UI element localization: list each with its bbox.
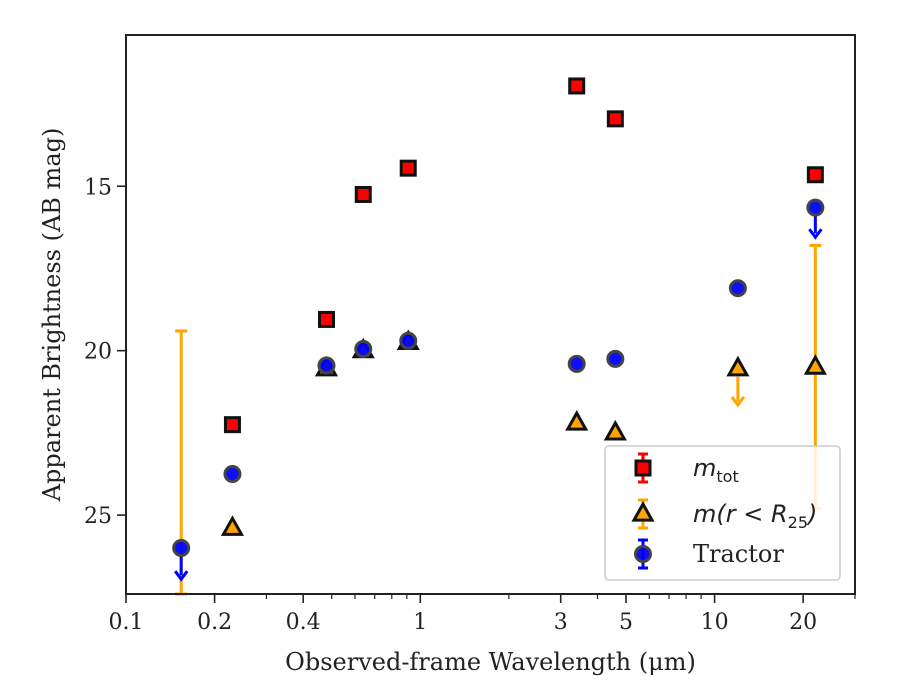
data-point-triangle (631, 501, 655, 522)
data-point-circle (728, 279, 747, 298)
data-point-circle (354, 340, 373, 359)
data-point-square (223, 416, 241, 434)
data-point-circle (317, 356, 336, 375)
data-point-circle (567, 354, 586, 373)
data-point-square (806, 166, 824, 184)
y-axis-label: Apparent Brightness (AB mag) (38, 128, 66, 503)
data-point-triangle (603, 419, 627, 441)
x-tick-label: 0.2 (197, 610, 232, 635)
plot-marks (172, 77, 827, 596)
data-point-square (568, 77, 586, 95)
upper-limit-arrow-head (173, 570, 189, 582)
y-tick-label: 20 (84, 340, 112, 365)
data-point-circle (172, 538, 191, 557)
legend-label: m(r < R25) (693, 500, 817, 532)
x-axis: 0.1 0.2 0.4 1 3 5 10 20 (109, 594, 856, 635)
series-circle (172, 198, 825, 557)
x-tick-label: 0.1 (109, 610, 144, 635)
plot-frame (125, 34, 856, 595)
legend: mtot m(r < R25) Tractor (604, 445, 841, 581)
legend-label-main: m(r < R (693, 500, 788, 528)
upper-limit-arrow-head (808, 228, 823, 240)
data-point-triangle (803, 354, 827, 375)
data-point-triangle (220, 515, 245, 536)
data-point-circle (399, 331, 418, 350)
data-point-square (317, 310, 335, 328)
y-axis: 15 20 25 (84, 175, 126, 529)
legend-label-subscript: 25 (788, 513, 808, 532)
data-point-triangle (565, 410, 589, 431)
x-tick-label: 3 (554, 610, 568, 635)
data-point-square (399, 159, 417, 177)
legend-box (604, 445, 841, 581)
x-tick-label: 10 (701, 610, 729, 635)
y-tick-label: 15 (84, 175, 112, 200)
data-point-square (634, 459, 652, 477)
data-point-circle (606, 349, 625, 368)
x-tick-label: 0.4 (286, 610, 321, 635)
upper-limit-arrow-head (730, 396, 746, 408)
legend-label: mtot (693, 454, 739, 486)
data-point-square (606, 110, 624, 128)
data-point-circle (806, 198, 825, 217)
x-tick-label: 1 (413, 610, 427, 635)
series-square (223, 77, 824, 434)
legend-label: Tractor (693, 540, 784, 568)
data-point-triangle (726, 355, 750, 377)
legend-label-main: m (693, 454, 716, 482)
legend-label-suffix: ) (806, 500, 817, 528)
y-tick-label: 25 (84, 504, 112, 529)
legend-label-subscript: tot (716, 467, 738, 486)
legend-label-main: Tractor (693, 540, 784, 568)
data-point-circle (223, 464, 242, 483)
data-point-circle (634, 545, 652, 563)
x-axis-label: Observed-frame Wavelength (μm) (285, 648, 696, 676)
data-point-square (354, 185, 372, 203)
x-tick-label: 20 (789, 610, 817, 635)
x-tick-label: 5 (619, 610, 633, 635)
